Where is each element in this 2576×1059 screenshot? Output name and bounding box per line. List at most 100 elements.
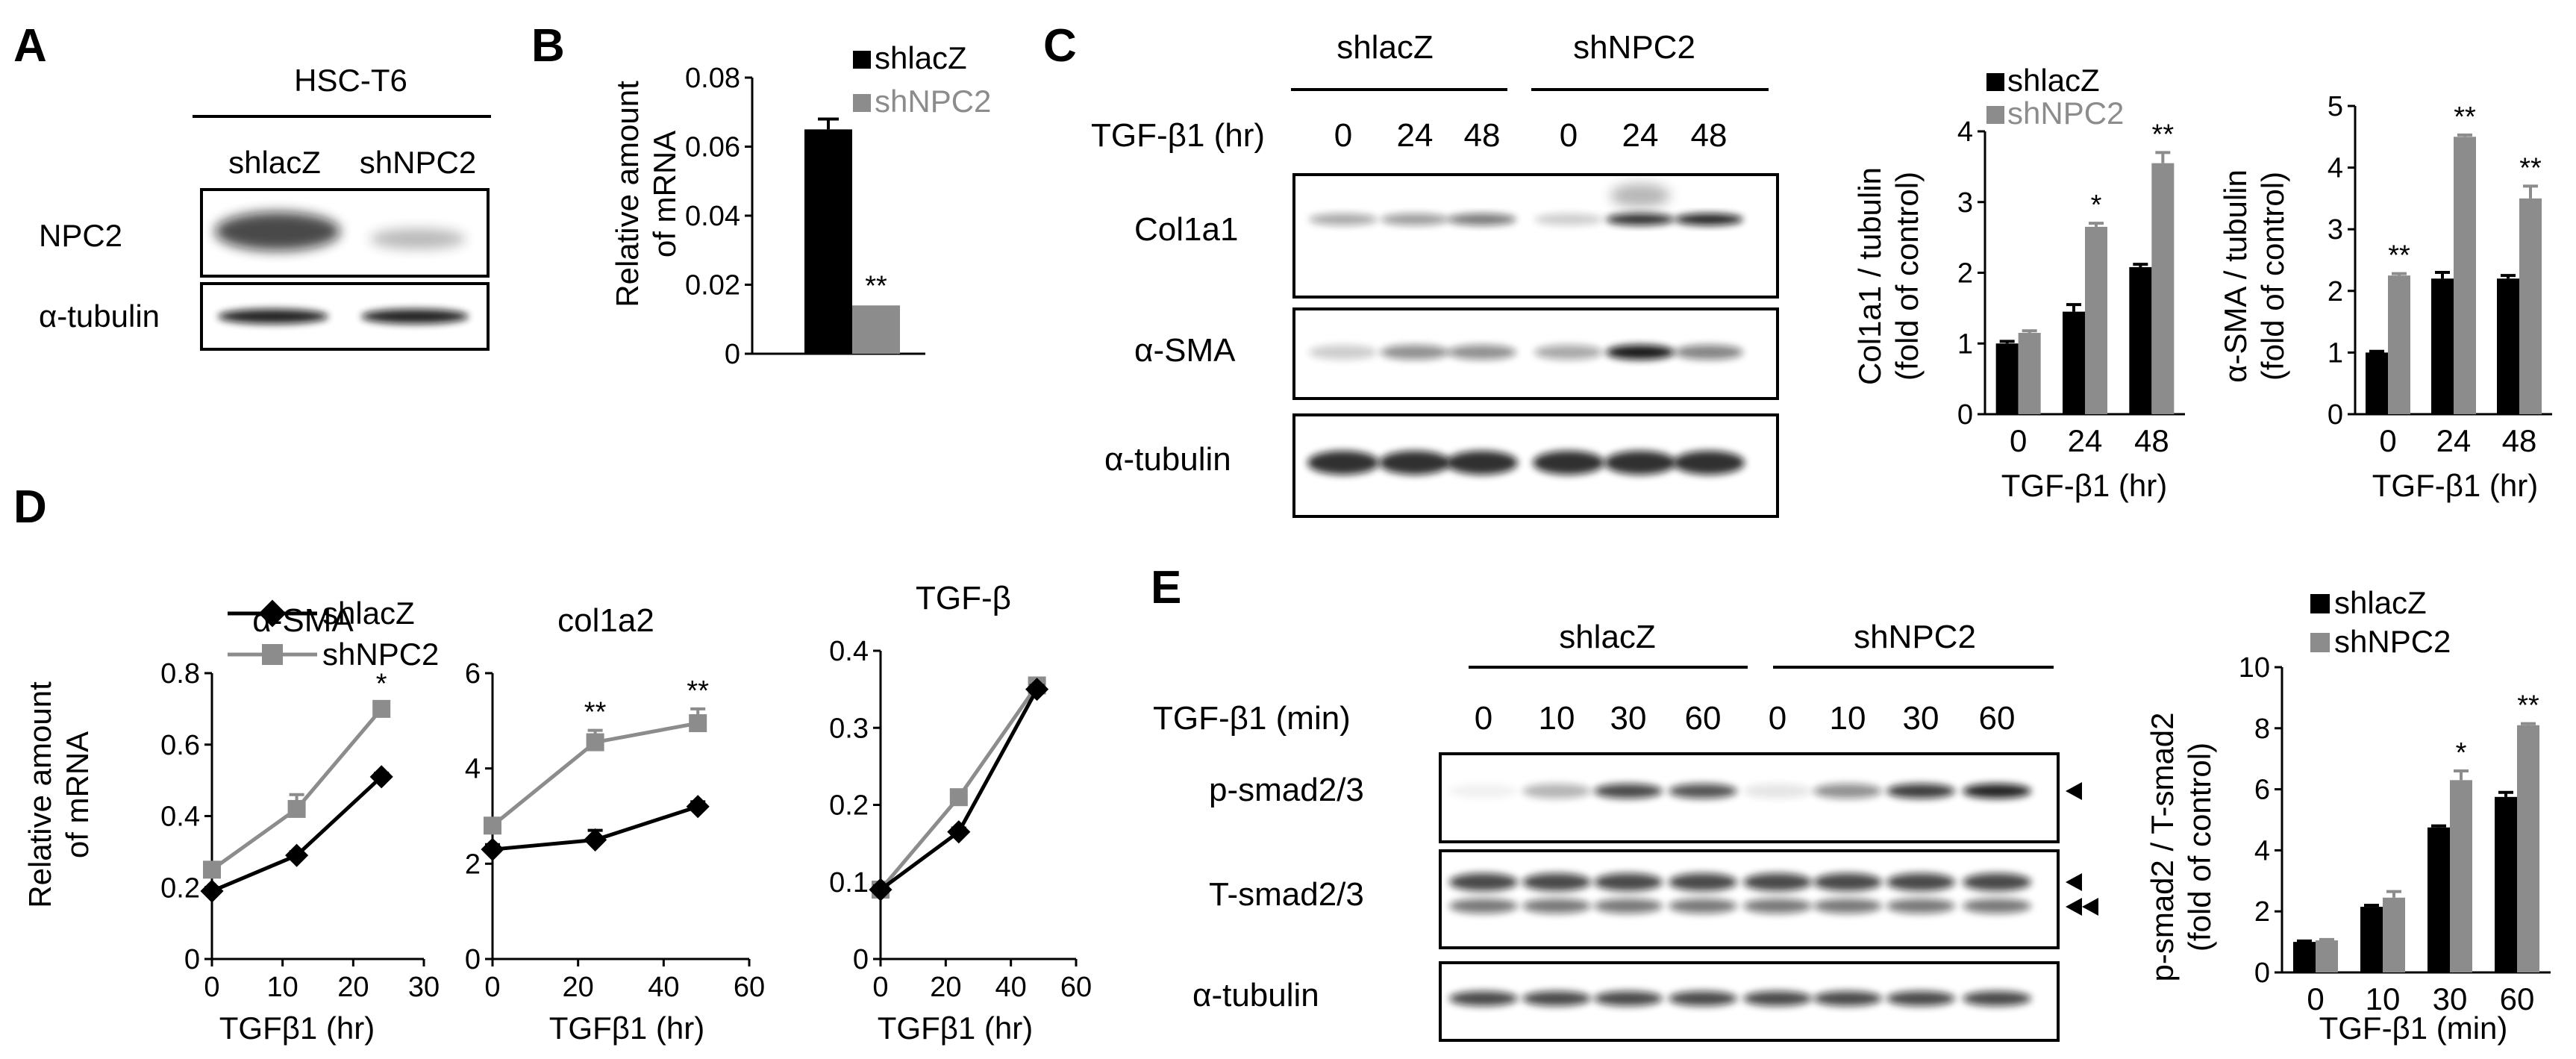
y-tick-label: 0.1: [829, 867, 869, 899]
panel-c-chart1-ylabel: (fold of control): [1889, 172, 1925, 381]
panel-e-chart-ylabel: p-smad2 / T-smad2: [2145, 712, 2180, 981]
bar: [852, 305, 900, 354]
time-label: 30: [1903, 700, 1939, 737]
panel-c-row-label-tubulin: α-tubulin: [1104, 441, 1231, 478]
bar: [2388, 275, 2410, 414]
legend-marker-shnpc2: [262, 644, 283, 665]
x-tick-label: 60: [734, 972, 765, 1003]
x-tick-label: 20: [337, 972, 369, 1003]
panel-d-xlabel: TGFβ1 (hr): [549, 1010, 704, 1046]
legend-swatch-shnpc2: [2310, 633, 2330, 652]
panel-e-chart-bars: 0 2 4 6 8 10 0 10 30 * 60 **: [2239, 652, 2551, 1016]
time-label: 0: [1769, 700, 1786, 737]
blot-band: [1594, 991, 1663, 1006]
blot-band: [1886, 784, 1955, 799]
blot-band: [1963, 784, 2031, 799]
y-tick-label: 6: [2254, 775, 2270, 806]
y-tick-label: 0.8: [160, 658, 200, 690]
blot-band: [1522, 873, 1591, 891]
time-label: 10: [1830, 700, 1866, 737]
blot-band: [1813, 899, 1882, 913]
y-tick-label: 0: [853, 944, 869, 975]
panel-d-xlabel: TGFβ1 (hr): [219, 1010, 375, 1046]
bar: [2085, 226, 2107, 414]
blot-band: [1743, 784, 1812, 799]
data-point: [689, 714, 707, 733]
x-tick-label: 48: [2502, 423, 2537, 458]
significance-label: **: [2517, 690, 2539, 722]
y-tick-label: 2: [1957, 258, 1973, 290]
legend-label: shNPC2: [322, 637, 439, 672]
legend-label: shNPC2: [875, 84, 991, 119]
panel-c-row-label-col1a1: Col1a1: [1134, 211, 1238, 248]
panel-c-chart2-xlabel: TGF-β1 (hr): [2372, 468, 2538, 503]
blot-band: [1606, 345, 1675, 360]
blot-band: [1743, 873, 1812, 891]
blot-band: [1533, 451, 1604, 475]
significance-label: **: [2454, 101, 2476, 133]
time-label: 10: [1539, 700, 1575, 737]
y-tick-label: 5: [2328, 91, 2343, 122]
panel-d-ylabel: Relative amount: [22, 681, 57, 908]
x-tick-label: 60: [2500, 981, 2535, 1016]
x-tick-label: 24: [2068, 423, 2103, 458]
blot-band: [1886, 991, 1955, 1006]
x-tick-label: 40: [995, 972, 1027, 1003]
panel-b-ylabel: of mRNA: [647, 131, 682, 257]
legend-label: shNPC2: [2334, 624, 2451, 659]
time-label: 60: [1979, 700, 2016, 737]
panel-d-ylabel: of mRNA: [60, 731, 95, 858]
panel-c-blot-col1a1: [1292, 173, 1779, 299]
panel-e-chart-ylabel: (fold of control): [2182, 743, 2217, 952]
time-label: 48: [1691, 117, 1728, 154]
panel-e-blot-tsmad: [1439, 849, 2060, 949]
time-label: 30: [1610, 700, 1647, 737]
panel-e-letter: E: [1151, 562, 1181, 613]
bar: [2497, 278, 2519, 414]
y-tick-label: 0: [2254, 958, 2270, 989]
blot-band: [1673, 451, 1745, 475]
panel-c-chart2: α-SMA / tubulin (fold of control) 0 1 2 3 4 5…: [2218, 91, 2552, 503]
data-point: [484, 816, 501, 835]
blot-band: [215, 212, 340, 251]
blot-band: [1886, 873, 1955, 891]
y-tick-label: 4: [2328, 153, 2343, 184]
y-tick-label: 0: [725, 339, 740, 370]
y-tick-label: 1: [2328, 337, 2343, 369]
panel-e-group-label: shNPC2: [1854, 619, 1976, 655]
time-label: 24: [1397, 117, 1434, 154]
data-point: [586, 733, 604, 752]
time-label: 60: [1685, 700, 1722, 737]
blot-band: [1675, 345, 1743, 360]
panel-d-chart-tgfb: 0 0.1 0.2 0.3 0.4 0 20 40 60 TGF-β: [829, 580, 1092, 1003]
blot-band: [1743, 991, 1812, 1006]
data-point: [285, 843, 309, 867]
arrowhead-icon: [2066, 873, 2082, 891]
panel-a-letter: A: [13, 20, 47, 72]
significance-label: **: [2152, 119, 2175, 150]
y-tick-label: 0.3: [829, 713, 869, 744]
panel-c: C shlacZ shNPC2 TGF-β1 (hr) 0 24 48 0 24 48 C…: [1043, 20, 1779, 518]
blot-band: [1446, 451, 1518, 475]
blot-band: [1813, 991, 1882, 1006]
blot-band: [1743, 899, 1812, 913]
blot-band: [1669, 784, 1737, 799]
x-tick-label: 0: [2379, 423, 2396, 458]
x-tick-label: 0: [872, 972, 888, 1003]
y-tick-label: 0: [2328, 399, 2343, 431]
y-tick-label: 6: [465, 658, 481, 690]
panel-d-chart-sma: 00.20.40.60.80 10 20 30α-SMA*: [160, 602, 440, 1003]
panel-e-chart-xlabel: TGF-β1 (min): [2319, 1010, 2508, 1046]
panel-c-group-label: shNPC2: [1573, 29, 1695, 66]
panel-b: B Relative amount of mRNA 00.020.040.060…: [531, 20, 991, 370]
blot-band: [1594, 784, 1663, 799]
chart-title: col1a2: [557, 602, 654, 639]
significance-label: **: [687, 675, 709, 707]
blot-band: [1813, 873, 1882, 891]
data-point: [584, 828, 607, 852]
blot-band: [1381, 345, 1449, 360]
y-tick-label: 0.6: [160, 730, 200, 761]
panel-b-letter: B: [531, 20, 565, 72]
legend-marker-shlacz: [258, 599, 287, 628]
panel-e-bands: [1449, 784, 2031, 1006]
